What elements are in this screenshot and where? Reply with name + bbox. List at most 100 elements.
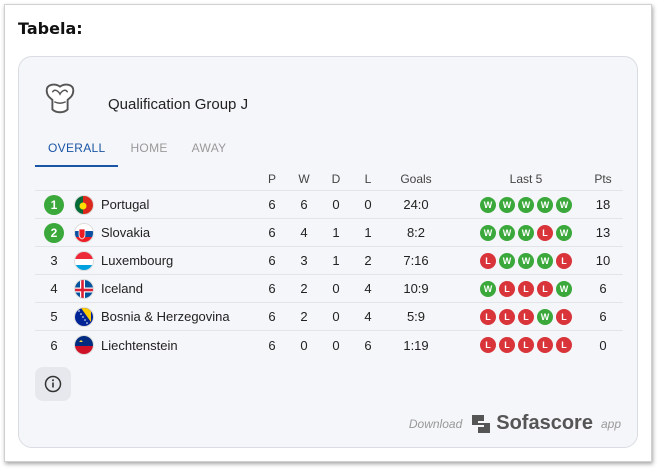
portugal-flag-icon bbox=[74, 194, 94, 215]
form-result[interactable]: W bbox=[556, 196, 572, 213]
goals-cell: 5:9 bbox=[406, 309, 426, 324]
table-body: 1 Portugal 6 6 0 0 24:0 W W W W W 18 2 Slovakia 6 4 1 1 8:2… bbox=[35, 191, 623, 359]
draws-cell: 1 bbox=[332, 225, 340, 240]
download-label: Download bbox=[408, 416, 463, 431]
tab-away[interactable]: AWAY bbox=[191, 141, 227, 155]
rank-cell: 6 bbox=[43, 331, 65, 359]
form-result[interactable]: L bbox=[499, 308, 515, 325]
rank-badge: 1 bbox=[44, 194, 64, 215]
tab-overall[interactable]: OVERALL bbox=[35, 139, 119, 167]
form-result[interactable]: L bbox=[518, 337, 534, 353]
form-result[interactable]: W bbox=[499, 196, 515, 213]
col-goals[interactable]: Goals bbox=[400, 171, 432, 186]
losses-cell: 4 bbox=[364, 281, 372, 296]
form-result[interactable]: W bbox=[499, 224, 515, 241]
table-row[interactable]: 1 Portugal 6 6 0 0 24:0 W W W W W 18 bbox=[35, 191, 623, 219]
points-cell: 6 bbox=[599, 309, 607, 324]
form-result[interactable]: L bbox=[480, 337, 496, 353]
flag-cell bbox=[73, 191, 95, 218]
form-result[interactable]: W bbox=[499, 252, 515, 269]
form-result[interactable]: W bbox=[518, 252, 534, 269]
form-result[interactable]: W bbox=[556, 280, 572, 297]
form-result[interactable]: W bbox=[518, 224, 534, 241]
form-result[interactable]: W bbox=[480, 196, 496, 213]
liechtenstein-flag-icon bbox=[74, 335, 94, 355]
col-losses[interactable]: L bbox=[364, 171, 372, 186]
rank-cell: 5 bbox=[43, 303, 65, 330]
form-result[interactable]: W bbox=[537, 252, 553, 269]
points-cell: 18 bbox=[595, 197, 611, 212]
col-played[interactable]: P bbox=[267, 171, 276, 186]
rank-badge: 4 bbox=[50, 281, 58, 296]
form-result[interactable]: L bbox=[480, 252, 496, 269]
form-result[interactable]: W bbox=[537, 308, 553, 325]
table-row[interactable]: 3 Luxembourg 6 3 1 2 7:16 L W W W L 10 bbox=[35, 247, 623, 275]
form-result[interactable]: L bbox=[537, 224, 553, 241]
goals-cell: 24:0 bbox=[403, 197, 429, 212]
played-cell: 6 bbox=[268, 253, 276, 268]
app-label: app bbox=[600, 416, 621, 431]
table-row[interactable]: 4 Iceland 6 2 0 4 10:9 W L L L W 6 bbox=[35, 275, 623, 303]
section-heading: Tabela: bbox=[18, 19, 83, 38]
losses-cell: 6 bbox=[364, 337, 372, 353]
info-button[interactable] bbox=[35, 367, 71, 401]
losses-cell: 1 bbox=[364, 225, 372, 240]
tab-home[interactable]: HOME bbox=[130, 141, 168, 155]
flag-cell bbox=[73, 275, 95, 302]
info-icon bbox=[44, 375, 62, 393]
played-cell: 6 bbox=[268, 281, 276, 296]
team-name[interactable]: Liechtenstein bbox=[101, 337, 178, 353]
table-header: P W D L Goals Last 5 Pts bbox=[35, 167, 623, 191]
col-points[interactable]: Pts bbox=[594, 171, 612, 186]
rank-badge: 5 bbox=[50, 309, 58, 324]
form-result[interactable]: W bbox=[518, 196, 534, 213]
team-name[interactable]: Bosnia & Herzegovina bbox=[101, 309, 230, 324]
table-row[interactable]: 5 Bosnia & Herzegovina 6 2 0 4 5:9 L L L W L 6 bbox=[35, 303, 623, 331]
form-result[interactable]: L bbox=[556, 337, 572, 353]
goals-cell: 8:2 bbox=[406, 225, 426, 240]
table-row[interactable]: 2 Slovakia 6 4 1 1 8:2 W W W L W 13 bbox=[35, 219, 623, 247]
form-result[interactable]: W bbox=[480, 224, 496, 241]
screenshot-frame: Tabela: Qualification Group J OVERALL HO… bbox=[4, 4, 652, 462]
standings-widget: Qualification Group J OVERALL HOME AWAY … bbox=[18, 56, 638, 448]
form-result[interactable]: L bbox=[480, 308, 496, 325]
form-result[interactable]: W bbox=[480, 280, 496, 297]
team-name[interactable]: Portugal bbox=[101, 197, 150, 212]
sofascore-footer[interactable]: Download Sofascore app bbox=[409, 412, 621, 435]
form-result[interactable]: W bbox=[537, 196, 553, 213]
col-wins[interactable]: W bbox=[298, 171, 310, 186]
played-cell: 6 bbox=[268, 225, 276, 240]
sofascore-logo-icon bbox=[472, 414, 491, 433]
form-result[interactable]: L bbox=[537, 337, 553, 353]
form-result[interactable]: L bbox=[499, 280, 515, 297]
form-result[interactable]: L bbox=[499, 337, 515, 353]
played-cell: 6 bbox=[268, 309, 276, 324]
col-draws[interactable]: D bbox=[331, 171, 341, 186]
rank-badge: 6 bbox=[50, 337, 58, 353]
form-result[interactable]: W bbox=[556, 224, 572, 241]
losses-cell: 0 bbox=[364, 197, 372, 212]
points-cell: 6 bbox=[599, 281, 607, 296]
team-name[interactable]: Luxembourg bbox=[101, 253, 174, 268]
draws-cell: 0 bbox=[332, 197, 340, 212]
luxembourg-flag-icon bbox=[74, 250, 94, 271]
brand-name: Sofascore bbox=[496, 412, 593, 434]
form-result[interactable]: L bbox=[556, 308, 572, 325]
wins-cell: 2 bbox=[300, 309, 308, 324]
sofascore-logo: Sofascore bbox=[470, 412, 593, 435]
form-result[interactable]: L bbox=[518, 308, 534, 325]
form-result[interactable]: L bbox=[537, 280, 553, 297]
form-result[interactable]: L bbox=[518, 280, 534, 297]
bosnia-flag-icon bbox=[74, 306, 94, 327]
team-name[interactable]: Iceland bbox=[101, 281, 143, 296]
flag-cell bbox=[73, 303, 95, 330]
form-result[interactable]: L bbox=[556, 252, 572, 269]
team-name[interactable]: Slovakia bbox=[101, 225, 151, 240]
flag-cell bbox=[73, 219, 95, 246]
table-row[interactable]: 6 Liechtenstein 6 0 0 6 1:19 L L L L L 0 bbox=[35, 331, 623, 359]
